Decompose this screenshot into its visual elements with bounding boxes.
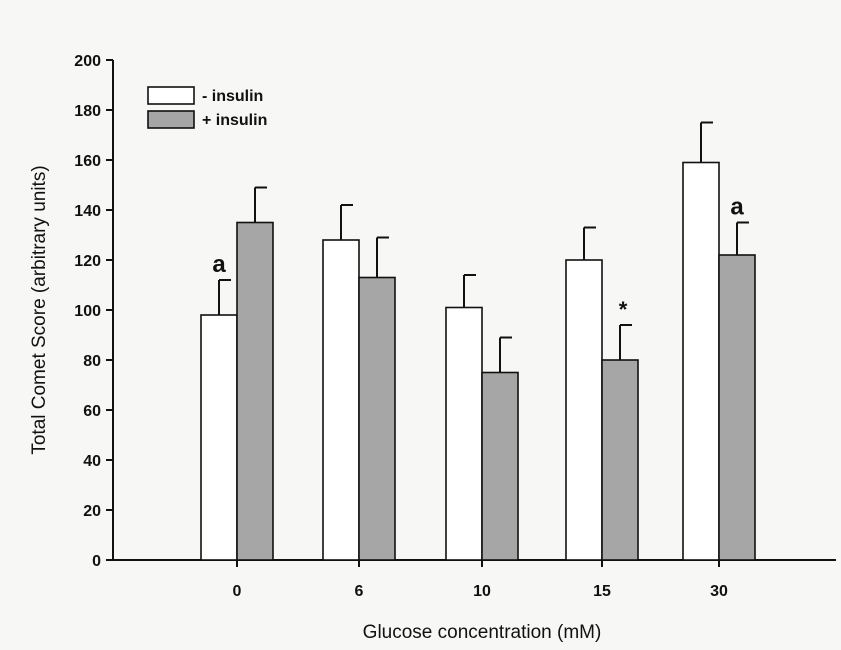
legend-label: - insulin [202,88,263,105]
legend-swatch-plus-insulin [147,110,195,129]
y-tick-label: 80 [83,353,101,370]
bar-plus-insulin-30 [718,254,756,561]
y-tick-label: 20 [83,503,101,520]
legend-swatch-minus-insulin [147,86,195,105]
x-tick-label: 6 [355,583,364,600]
bar-minus-insulin-15 [565,259,603,561]
annotation-letter: a [730,194,744,221]
plot-layer: 0 20 40 60 80 100 120 140 160 180 200 0 6 10 15 30 a * a - … [74,53,836,600]
y-tick-label: 160 [74,153,101,170]
y-tick-label: 40 [83,453,101,470]
y-tick-label: 180 [74,103,101,120]
x-tick-label: 10 [473,583,491,600]
bar-plus-insulin-6 [358,276,396,561]
y-tick-label: 60 [83,403,101,420]
x-tick-label: 0 [233,583,242,600]
y-tick-label: 0 [92,553,101,570]
bar-minus-insulin-0 [200,314,238,561]
y-tick-label: 120 [74,253,101,270]
y-tick-label: 200 [74,53,101,70]
x-tick-label: 15 [593,583,611,600]
annotation-star: * [619,297,628,322]
bar-minus-insulin-6 [322,239,360,561]
bar-minus-insulin-30 [682,161,720,561]
bar-plus-insulin-15 [601,359,639,561]
y-tick-label: 100 [74,303,101,320]
annotation-letter: a [212,251,226,278]
legend-label: + insulin [202,112,267,129]
bar-minus-insulin-10 [445,306,483,561]
bar-plus-insulin-0 [236,221,274,561]
y-tick-label: 140 [74,203,101,220]
x-axis-title: Glucose concentration (mM) [363,622,602,643]
y-axis-title: Total Comet Score (arbitrary units) [29,165,50,454]
x-tick-label: 30 [710,583,728,600]
bar-plus-insulin-10 [481,371,519,561]
